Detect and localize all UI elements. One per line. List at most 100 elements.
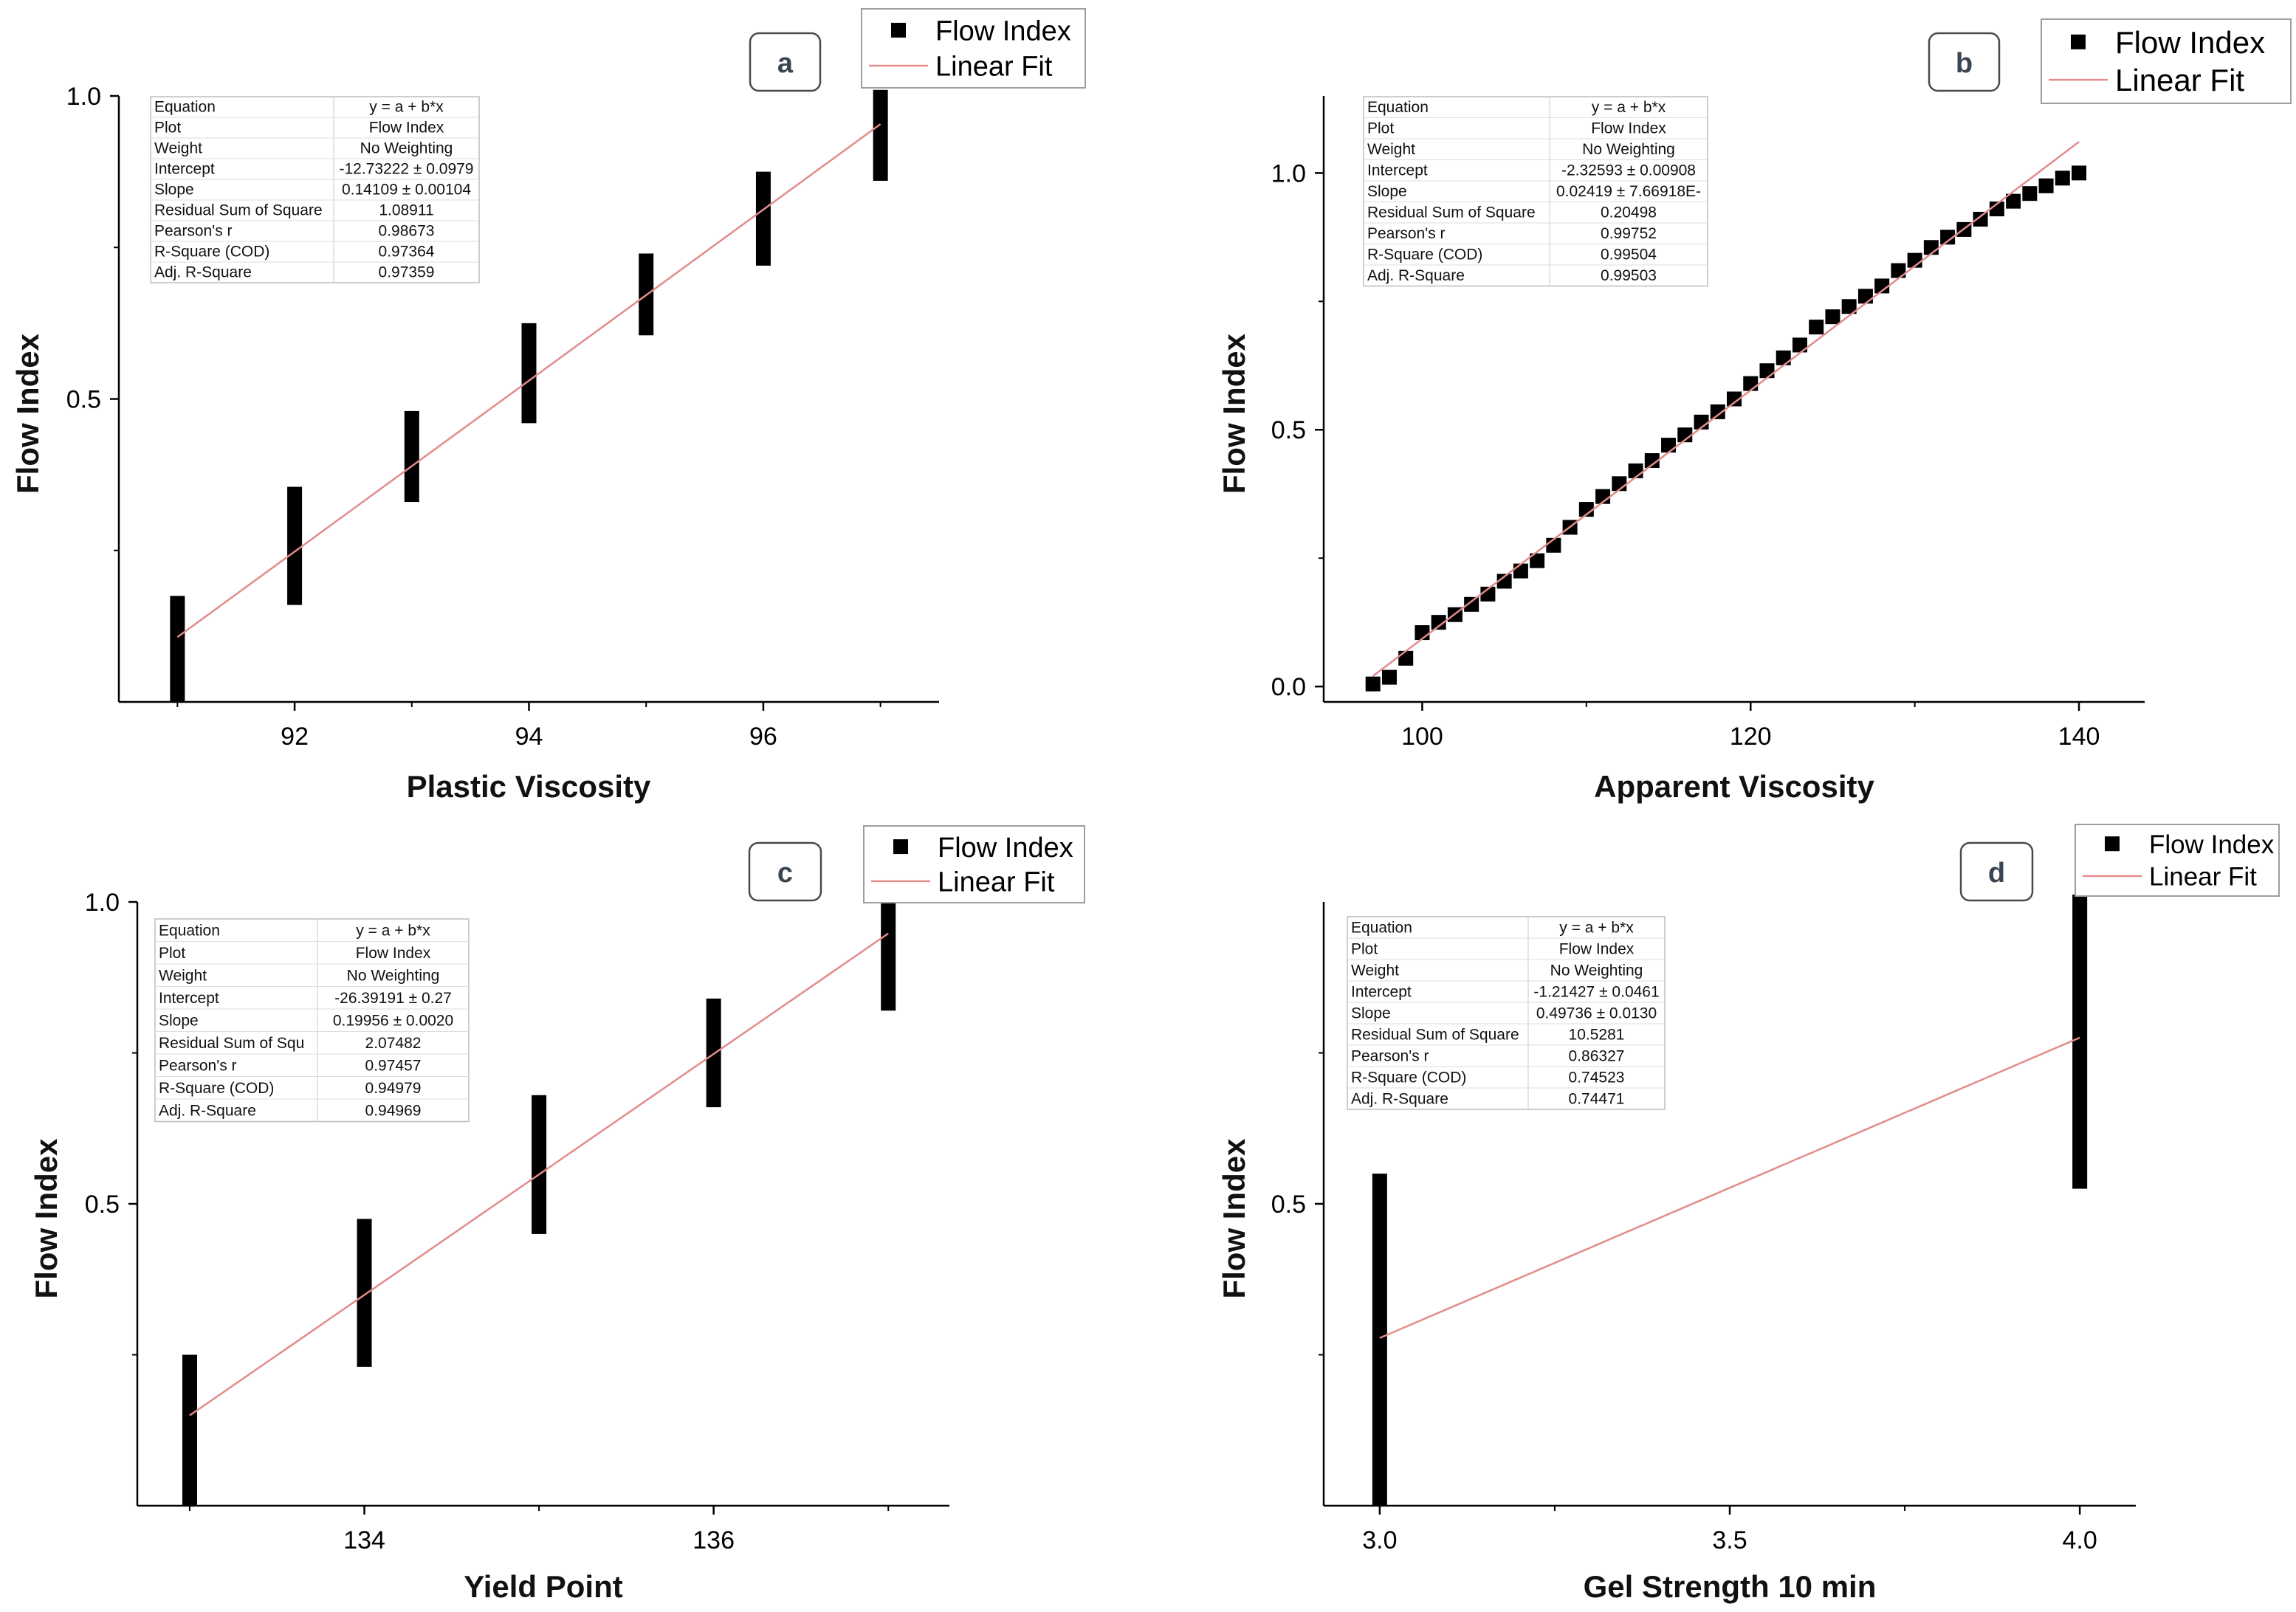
data-point	[1398, 650, 1414, 666]
stats-value: y = a + b*x	[1559, 919, 1634, 936]
stats-value: y = a + b*x	[356, 923, 430, 940]
panel-d: 3.0 3.5 4.0 0.5 Gel Strength 10 min Flow Inde…	[1217, 824, 2280, 1604]
stats-value: 10.5281	[1569, 1026, 1625, 1043]
data-point	[2006, 193, 2021, 209]
y-tick-label: 0.5	[1271, 1191, 1306, 1219]
stats-value: 0.97359	[379, 264, 435, 281]
stats-value: 0.20498	[1601, 204, 1657, 221]
stats-label: Weight	[154, 140, 202, 157]
stats-value: -26.39191 ± 0.27	[334, 990, 452, 1007]
stats-value: 0.14109 ± 0.00104	[342, 182, 471, 199]
data-point	[1431, 615, 1446, 630]
y-axis-title: Flow Index	[1217, 1138, 1251, 1299]
stats-label: Adj. R-Square	[1351, 1090, 1448, 1107]
stats-value: No Weighting	[1582, 141, 1675, 158]
legend-marker-square	[891, 22, 906, 38]
data-point	[873, 89, 888, 181]
data-point	[1480, 586, 1496, 602]
stats-value: 0.99503	[1601, 267, 1657, 284]
y-tick-label: 1.0	[66, 83, 101, 111]
data-point	[1644, 452, 1660, 468]
data-point	[1628, 463, 1643, 478]
stats-value: y = a + b*x	[369, 99, 444, 116]
stats-label: Plot	[159, 945, 185, 962]
stats-label: Residual Sum of Square	[1351, 1026, 1519, 1043]
stats-label: Weight	[159, 968, 207, 985]
data-point	[2022, 186, 2038, 202]
data-point	[1710, 404, 1725, 419]
data-point	[1973, 211, 1988, 227]
stats-value: Flow Index	[1559, 940, 1635, 957]
panel-b: 100 120 140 0.0 0.5 1.0 Apparent Viscosity Flow…	[1217, 18, 2292, 804]
stats-label: Equation	[154, 99, 216, 116]
y-tick-label: 1.0	[1271, 159, 1306, 187]
x-tick-label: 92	[281, 723, 309, 751]
data-point	[2072, 165, 2087, 181]
stats-value: 0.97457	[365, 1058, 422, 1075]
x-tick-label: 96	[749, 723, 777, 751]
stats-value: No Weighting	[347, 968, 440, 985]
stats-label: Plot	[1367, 120, 1394, 137]
x-tick-label: 120	[1730, 723, 1772, 751]
legend-label-flow-index: Flow Index	[938, 833, 1073, 864]
stats-label: Pearson's r	[159, 1058, 237, 1075]
stats-value: 0.94969	[365, 1103, 422, 1120]
stats-table-frame	[154, 918, 470, 1123]
y-axis-title: Flow Index	[10, 333, 45, 494]
data-point	[357, 1219, 372, 1367]
stats-value: -12.73222 ± 0.0979	[339, 161, 473, 178]
stats-table-frame	[150, 96, 480, 283]
linear-fit-line	[189, 932, 889, 1416]
stats-value: -2.32593 ± 0.00908	[1561, 162, 1696, 179]
stats-value: -1.21427 ± 0.0461	[1533, 983, 1659, 1000]
data-point	[1578, 502, 1594, 517]
data-point	[1776, 350, 1791, 365]
data-point	[1857, 289, 1873, 304]
stats-value: y = a + b*x	[1592, 99, 1666, 116]
data-point	[404, 410, 419, 503]
stats-table: Equation y = a + b*x Plot Flow Index Weight N…	[150, 96, 480, 283]
legend-label-linear-fit: Linear Fit	[2149, 862, 2257, 891]
stats-label: Adj. R-Square	[159, 1103, 256, 1120]
y-axis-title: Flow Index	[29, 1138, 63, 1299]
y-tick-label: 0.0	[1271, 673, 1306, 701]
legend-box	[863, 825, 1085, 903]
stats-label: Residual Sum of Square	[1367, 204, 1536, 221]
linear-fit-line	[176, 123, 881, 638]
stats-value: Flow Index	[356, 945, 431, 962]
stats-label: Equation	[1367, 99, 1429, 116]
stats-label: Equation	[159, 923, 220, 940]
stats-label: Intercept	[1367, 162, 1428, 179]
data-point	[1727, 391, 1742, 407]
data-point	[182, 1354, 197, 1506]
data-point	[532, 1095, 547, 1234]
stats-value: 0.94979	[365, 1080, 422, 1097]
stats-value: 0.02419 ± 7.66918E-	[1556, 183, 1701, 200]
legend-label-flow-index: Flow Index	[935, 16, 1071, 47]
data-point	[1825, 309, 1840, 325]
data-point	[1891, 263, 1906, 278]
stats-value: 1.08911	[379, 202, 433, 219]
stats-table: Equation y = a + b*x Plot Flow Index Weight N…	[1347, 916, 1666, 1110]
x-tick-label: 136	[692, 1526, 735, 1554]
data-point	[2072, 895, 2088, 1189]
stats-label: Adj. R-Square	[1367, 267, 1465, 284]
y-axis-title: Flow Index	[1217, 333, 1251, 494]
stats-table-frame	[1347, 916, 1666, 1110]
stats-label: Intercept	[1351, 983, 1412, 1000]
stats-label: Residual Sum of Square	[154, 202, 323, 219]
x-tick-label: 140	[2058, 723, 2100, 751]
stats-label: Adj. R-Square	[154, 264, 252, 281]
data-point	[1464, 596, 1479, 612]
legend-label-linear-fit: Linear Fit	[938, 867, 1055, 898]
stats-value: 0.99752	[1601, 225, 1657, 242]
stats-label: Pearson's r	[154, 223, 233, 240]
data-point	[1513, 563, 1528, 579]
stats-value: 0.19956 ± 0.0020	[333, 1013, 453, 1030]
data-point	[1743, 376, 1759, 391]
stats-table-frame	[1363, 96, 1708, 287]
panel-label: a	[777, 48, 794, 79]
